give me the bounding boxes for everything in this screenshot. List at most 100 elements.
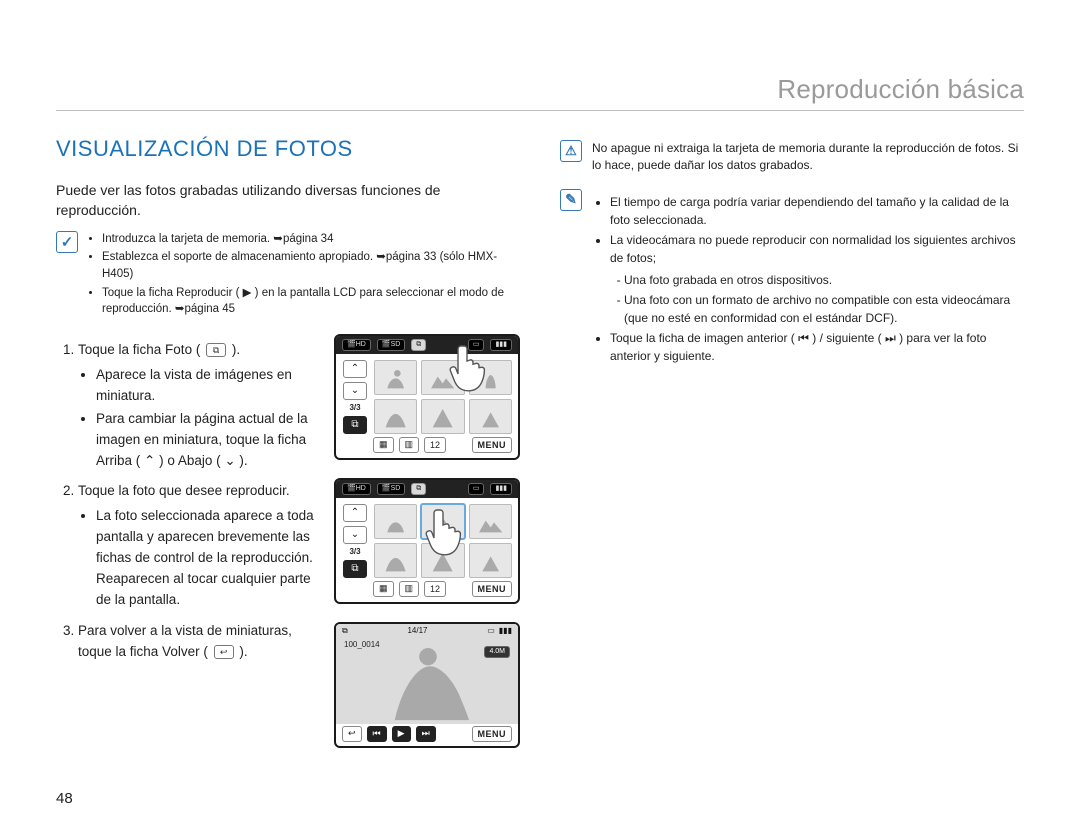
tips-list: El tiempo de carga podría variar dependi… <box>592 193 1024 365</box>
photo-tab: ⧉ <box>411 483 426 495</box>
step-text: ). <box>239 644 247 659</box>
prerequisite-list: Introduzca la tarjeta de memoria. ➥págin… <box>88 231 520 320</box>
thumbnail <box>374 360 417 395</box>
photo-fullscreen: ⧉ 14/17 ▭ ▮▮▮ 100_0014 4.0M <box>336 624 518 724</box>
prereq-item: Introduzca la tarjeta de memoria. ➥págin… <box>102 231 520 248</box>
lcd-thumbnail-touch: 🎬HD 🎬SD ⧉ ▭ ▮▮▮ ⌃ ⌄ 3/3 ⧉ <box>334 478 520 604</box>
thumbnail <box>374 504 417 539</box>
prereq-item: Toque la ficha Reproducir ( ▶ ) en la pa… <box>102 285 520 318</box>
battery-icon: ▮▮▮ <box>499 626 512 635</box>
tips-body: El tiempo de carga podría variar dependi… <box>592 189 1024 367</box>
photo-tab-icon: ⧉ <box>206 343 226 357</box>
tip-subitem: Una foto con un formato de archivo no co… <box>624 291 1024 327</box>
thumbnail <box>421 399 464 434</box>
down-button: ⌄ <box>343 382 367 400</box>
page-counter: 3/3 <box>349 547 360 556</box>
player-info-top: ⧉ 14/17 ▭ ▮▮▮ <box>342 626 512 636</box>
thumbnail <box>421 543 464 578</box>
step-1: Toque la ficha Foto ( ⧉ ). Aparece la vi… <box>78 340 314 472</box>
step-2: Toque la foto que desee reproducir. La f… <box>78 481 314 611</box>
photo-mode-icon: ⧉ <box>342 626 348 636</box>
lead-paragraph: Puede ver las fotos grabadas utilizando … <box>56 180 520 221</box>
page-number: 48 <box>56 790 73 807</box>
lcd-side-buttons: ⌃ ⌄ 3/3 ⧉ <box>342 360 368 434</box>
header-rule <box>56 110 1024 111</box>
bullet: Aparece la vista de imágenes en miniatur… <box>96 365 314 407</box>
tips-note: El tiempo de carga podría variar dependi… <box>560 189 1024 367</box>
section-header: Reproducción básica <box>777 74 1024 105</box>
tip-subitem: Una foto grabada en otros dispositivos. <box>624 271 1024 289</box>
lcd-bottom-bar: ▦ ▥ 12 MENU <box>342 580 512 598</box>
photo-tab: ⧉ <box>411 339 426 351</box>
mode-button: ⧉ <box>343 560 367 578</box>
lcd-topbar: 🎬HD 🎬SD ⧉ ▭ ▮▮▮ <box>336 480 518 498</box>
thumbnail <box>421 360 464 395</box>
battery-icon: ▮▮▮ <box>490 483 512 495</box>
step-2-bullets: La foto seleccionada aparece a toda pant… <box>78 506 314 611</box>
thumbnail <box>374 399 417 434</box>
menu-button: MENU <box>472 726 513 742</box>
tip-item: Toque la ficha de imagen anterior ( ⏮ ) … <box>610 329 1024 365</box>
tips-sublist: Una foto grabada en otros dispositivos. … <box>610 271 1024 327</box>
hd-tab: 🎬HD <box>342 339 371 351</box>
steps-and-screens: Toque la ficha Foto ( ⧉ ). Aparece la vi… <box>56 334 520 748</box>
view-mode-button: ▦ <box>373 437 394 453</box>
warning-icon <box>560 140 582 162</box>
page-counter: 3/3 <box>349 403 360 412</box>
storage-icon: ▭ <box>487 626 495 635</box>
tip-text: La videocámara no puede reproducir con n… <box>610 233 1016 265</box>
steps-list: Toque la ficha Foto ( ⧉ ). Aparece la vi… <box>56 340 314 663</box>
bullet: La foto seleccionada aparece a toda pant… <box>96 506 314 611</box>
prev-photo-button: ⏮ <box>367 726 387 742</box>
lcd-bottom-bar: ▦ ▥ 12 MENU <box>342 436 512 454</box>
hd-tab: 🎬HD <box>342 483 371 495</box>
page-title: VISUALIZACIÓN DE FOTOS <box>56 136 520 162</box>
photo-counter: 14/17 <box>407 626 427 636</box>
thumbnail <box>469 399 512 434</box>
lcd-thumbnail-select-tab: 🎬HD 🎬SD ⧉ ▭ ▮▮▮ ⌃ ⌄ 3/3 ⧉ <box>334 334 520 460</box>
lcd-side-buttons: ⌃ ⌄ 3/3 ⧉ <box>342 504 368 578</box>
sd-tab: 🎬SD <box>377 483 405 495</box>
mode-button: ⧉ <box>343 416 367 434</box>
warning-text: No apague ni extraiga la tarjeta de memo… <box>592 140 1024 175</box>
lcd-screens: 🎬HD 🎬SD ⧉ ▭ ▮▮▮ ⌃ ⌄ 3/3 ⧉ <box>334 334 520 748</box>
right-column: No apague ni extraiga la tarjeta de memo… <box>560 136 1024 748</box>
resolution-badge: 4.0M <box>484 640 510 658</box>
storage-icon: ▭ <box>468 483 485 495</box>
view-mode-button: ▥ <box>399 581 420 597</box>
next-photo-button: ⏭ <box>416 726 436 742</box>
left-column: VISUALIZACIÓN DE FOTOS Puede ver las fot… <box>56 136 520 748</box>
step-3: Para volver a la vista de miniaturas, to… <box>78 621 314 663</box>
thumbnail-grid <box>374 504 512 578</box>
bullet: Para cambiar la página actual de la imag… <box>96 409 314 472</box>
photo-filename: 100_0014 <box>344 640 380 649</box>
view-mode-button: ▦ <box>373 581 394 597</box>
return-tab-icon: ↩ <box>214 645 234 659</box>
prereq-item: Establezca el soporte de almacenamiento … <box>102 249 520 282</box>
menu-button: MENU <box>472 581 513 597</box>
thumbnail <box>469 504 512 539</box>
battery-icon: ▮▮▮ <box>490 339 512 351</box>
thumbnail-grid <box>374 360 512 434</box>
storage-icon: ▭ <box>468 339 485 351</box>
warning-note: No apague ni extraiga la tarjeta de memo… <box>560 140 1024 175</box>
check-icon <box>56 231 78 253</box>
tip-item: La videocámara no puede reproducir con n… <box>610 231 1024 327</box>
thumbnail <box>469 360 512 395</box>
down-button: ⌄ <box>343 526 367 544</box>
lcd-topbar: 🎬HD 🎬SD ⧉ ▭ ▮▮▮ <box>336 336 518 354</box>
step-text: ). <box>232 342 240 357</box>
thumbnail <box>374 543 417 578</box>
step-1-bullets: Aparece la vista de imágenes en miniatur… <box>78 365 314 472</box>
view-mode-button: 12 <box>424 581 446 597</box>
thumbnail-selected <box>421 504 464 539</box>
step-text: Toque la ficha Foto ( <box>78 342 200 357</box>
step-text: Para volver a la vista de miniaturas, to… <box>78 623 292 659</box>
prerequisite-note: Introduzca la tarjeta de memoria. ➥págin… <box>56 231 520 320</box>
return-button: ↩ <box>342 726 362 742</box>
up-button: ⌃ <box>343 504 367 522</box>
view-mode-button: 12 <box>424 437 446 453</box>
steps-text: Toque la ficha Foto ( ⧉ ). Aparece la vi… <box>56 334 318 673</box>
player-controls: ↩ ⏮ ▶ ⏭ MENU <box>342 725 512 743</box>
up-button: ⌃ <box>343 360 367 378</box>
